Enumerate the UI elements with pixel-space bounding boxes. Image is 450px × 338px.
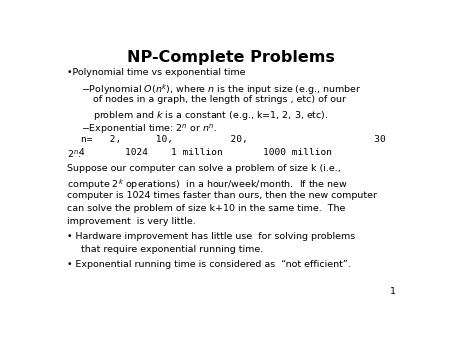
Text: compute $2^k$ operations)  in a hour/week/month.  If the new: compute $2^k$ operations) in a hour/week… — [67, 177, 348, 192]
Text: $-$Polynomial $O(n^k)$, where $n$ is the input size (e.g., number: $-$Polynomial $O(n^k)$, where $n$ is the… — [81, 82, 361, 97]
Text: 1: 1 — [390, 287, 396, 296]
Text: that require exponential running time.: that require exponential running time. — [81, 245, 263, 255]
Text: computer is 1024 times faster than ours, then the new computer: computer is 1024 times faster than ours,… — [67, 191, 377, 200]
Text: of nodes in a graph, the length of strings , etc) of our: of nodes in a graph, the length of strin… — [93, 95, 346, 104]
Text: can solve the problem of size k+10 in the same time.  The: can solve the problem of size k+10 in th… — [67, 204, 345, 213]
Text: 4       1024    1 million       1000 million: 4 1024 1 million 1000 million — [79, 148, 332, 157]
Text: • Exponential running time is considered as  “not efficient”.: • Exponential running time is considered… — [67, 260, 351, 269]
Text: problem and $k$ is a constant (e.g., k=1, 2, 3, etc).: problem and $k$ is a constant (e.g., k=1… — [93, 108, 328, 122]
Text: n=   2,      10,          20,                      30: n= 2, 10, 20, 30 — [81, 135, 385, 144]
Text: improvement  is very little.: improvement is very little. — [67, 217, 195, 226]
Text: NP-Complete Problems: NP-Complete Problems — [127, 50, 334, 65]
Text: $-$Exponential time: $2^n$ or $n^n$.: $-$Exponential time: $2^n$ or $n^n$. — [81, 122, 217, 136]
Text: •Polynomial time vs exponential time: •Polynomial time vs exponential time — [67, 68, 245, 77]
Text: • Hardware improvement has little use  for solving problems: • Hardware improvement has little use fo… — [67, 232, 355, 241]
Text: Suppose our computer can solve a problem of size k (i.e.,: Suppose our computer can solve a problem… — [67, 164, 341, 173]
Text: $2^n$:: $2^n$: — [67, 148, 81, 160]
